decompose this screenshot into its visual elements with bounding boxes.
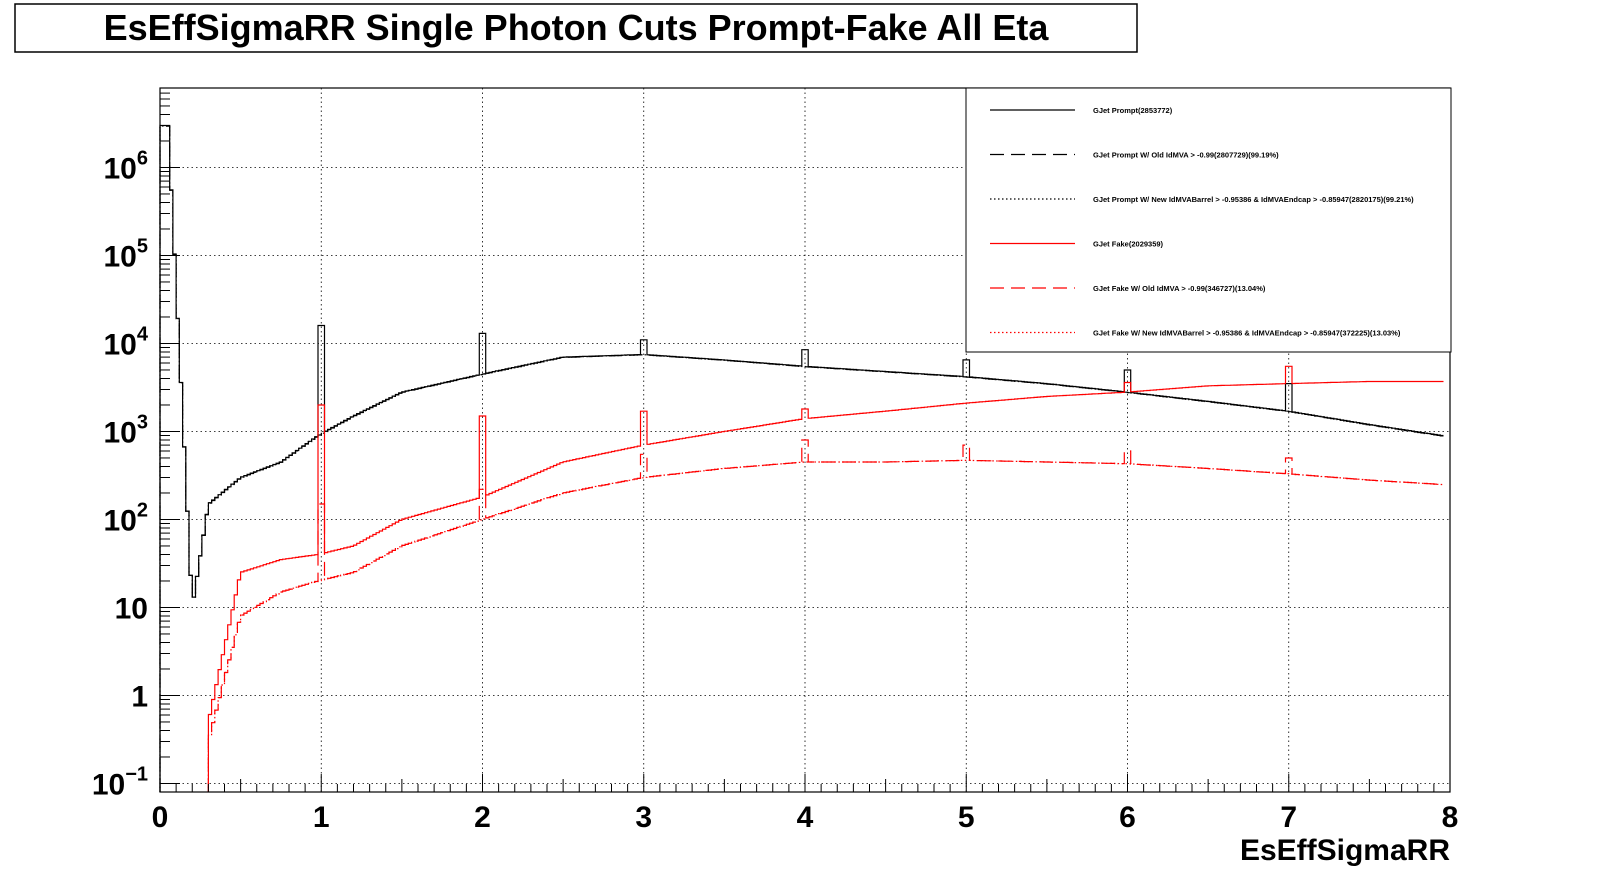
y-tick-label: 1 bbox=[131, 680, 148, 713]
y-tick-label: 105 bbox=[104, 235, 149, 273]
x-tick-label: 3 bbox=[635, 801, 652, 834]
chart-title: EsEffSigmaRR Single Photon Cuts Prompt-F… bbox=[104, 7, 1050, 48]
x-tick-label: 4 bbox=[797, 801, 814, 834]
y-tick-label: 102 bbox=[104, 499, 149, 537]
axes bbox=[159, 87, 1451, 793]
x-tick-label: 8 bbox=[1442, 801, 1459, 834]
series-line bbox=[207, 365, 1444, 792]
chart-title-box bbox=[14, 3, 1138, 53]
legend-label: GJet Prompt W/ Old IdMVA > -0.99(2807729… bbox=[1093, 151, 1279, 160]
series-group bbox=[159, 124, 1444, 792]
legend-label: GJet Prompt(2853772) bbox=[1093, 106, 1173, 115]
x-tick-label: 7 bbox=[1280, 801, 1297, 834]
x-tick-label: 0 bbox=[152, 801, 169, 834]
y-tick-label: 104 bbox=[104, 323, 149, 361]
legend-label: GJet Fake W/ Old IdMVA > -0.99(346727)(1… bbox=[1093, 284, 1266, 293]
series-line bbox=[159, 125, 1444, 792]
y-tick-label: 106 bbox=[104, 147, 149, 185]
x-axis-title: EsEffSigmaRR bbox=[1240, 834, 1450, 867]
x-tick-label: 5 bbox=[958, 801, 975, 834]
series-line bbox=[207, 439, 1444, 792]
legend-label: GJet Prompt W/ New IdMVABarrel > -0.9538… bbox=[1093, 195, 1414, 204]
x-tick-label: 2 bbox=[474, 801, 491, 834]
y-tick-label: 103 bbox=[104, 411, 149, 449]
plot-frame bbox=[159, 87, 1451, 793]
y-tick-label: 10−1 bbox=[92, 763, 148, 801]
x-tick-labels: 0 1 2 3 4 5 6 7 8 bbox=[152, 801, 1459, 834]
series-line bbox=[207, 459, 1444, 792]
x-tick-label: 6 bbox=[1119, 801, 1136, 834]
legend-label: GJet Fake(2029359) bbox=[1093, 240, 1164, 249]
y-tick-label: 10 bbox=[115, 592, 148, 625]
legend: GJet Prompt(2853772) GJet Prompt W/ Old I… bbox=[965, 87, 1452, 353]
legend-label: GJet Fake W/ New IdMVABarrel > -0.95386 … bbox=[1093, 329, 1401, 338]
y-tick-labels: 10−1 1 10 102 103 104 105 106 bbox=[92, 147, 149, 801]
legend-box bbox=[965, 87, 1452, 353]
x-tick-label: 1 bbox=[313, 801, 330, 834]
